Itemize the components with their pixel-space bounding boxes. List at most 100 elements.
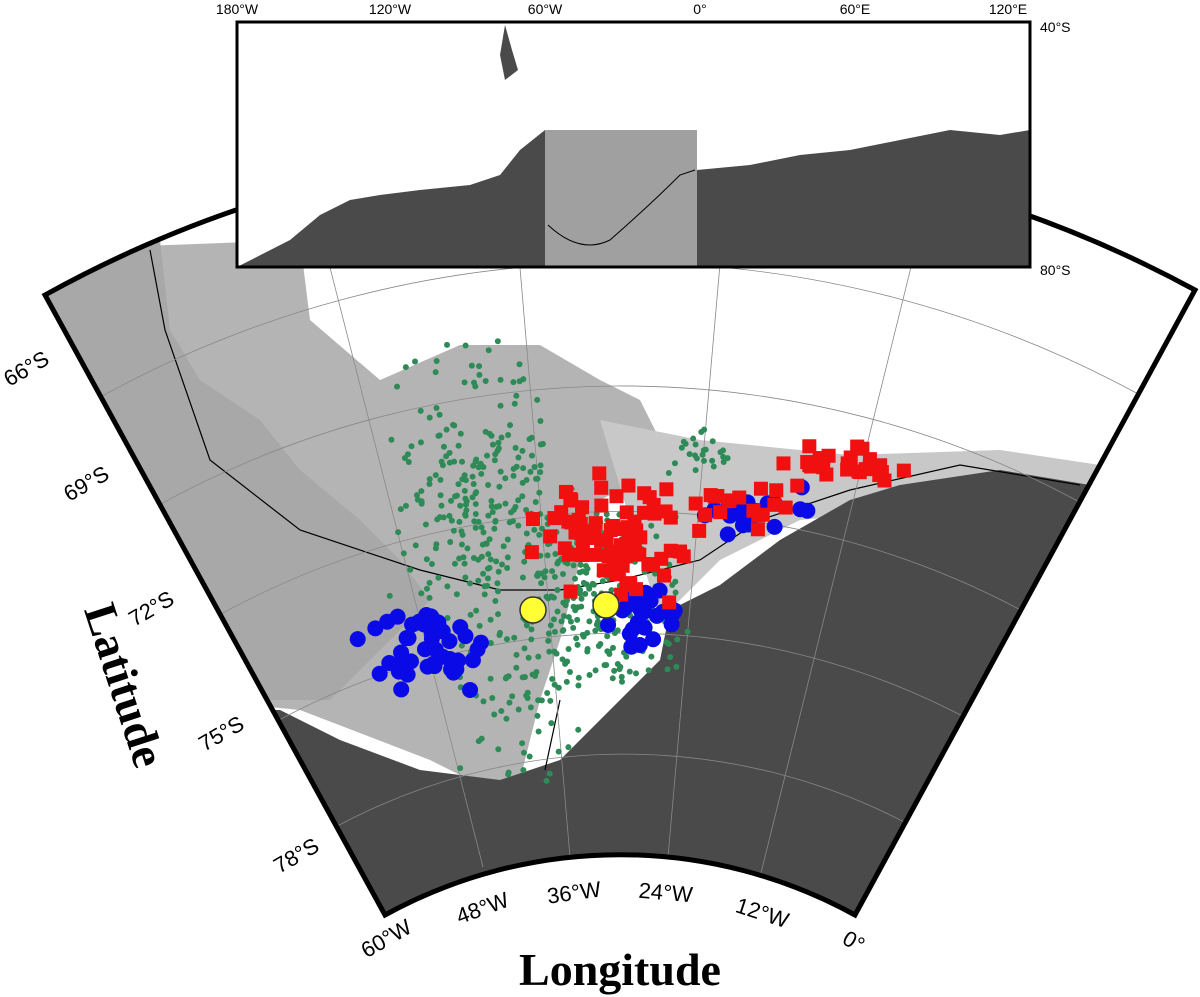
green-dot [451, 560, 458, 567]
green-dot [586, 671, 593, 678]
green-dot [498, 707, 505, 714]
green-dot [464, 545, 471, 552]
green-dot [520, 767, 527, 774]
green-dot [562, 602, 569, 609]
green-dot [551, 628, 558, 635]
green-dot [583, 562, 590, 569]
lon-label: 12°W [733, 893, 792, 934]
red-square [586, 528, 601, 543]
green-dot [535, 728, 542, 735]
green-dot [528, 452, 535, 459]
green-dot [447, 538, 454, 545]
red-square [688, 496, 703, 511]
blue-dot [663, 616, 680, 633]
green-dot [493, 558, 500, 565]
green-dot [408, 443, 415, 450]
red-square [606, 518, 621, 533]
green-dot [472, 501, 479, 508]
green-dot [470, 480, 477, 487]
green-dot [565, 645, 572, 652]
green-dot [479, 541, 486, 548]
green-dot [388, 436, 395, 443]
blue-dot [426, 658, 443, 675]
green-dot [480, 570, 487, 577]
green-dot [513, 651, 520, 658]
green-dot [547, 622, 554, 629]
green-dot [496, 503, 503, 510]
green-dot [439, 462, 446, 469]
green-dot [515, 522, 522, 529]
green-dot [460, 554, 467, 561]
green-dot [492, 598, 499, 605]
green-dot [537, 469, 544, 476]
green-dot [551, 681, 558, 688]
green-dot [576, 588, 583, 595]
green-dot [478, 553, 485, 560]
green-dot [665, 641, 672, 648]
green-dot [584, 646, 591, 653]
green-dot [510, 465, 517, 472]
green-dot [566, 668, 573, 675]
green-dot [582, 590, 589, 597]
green-dot [543, 777, 550, 784]
red-square [800, 455, 815, 470]
green-dot [667, 653, 674, 660]
red-square [543, 529, 558, 544]
blue-dot [416, 641, 433, 658]
green-dot [497, 376, 504, 383]
green-dot [488, 503, 495, 510]
green-dot [700, 457, 707, 464]
red-square [594, 480, 609, 495]
green-dot [484, 575, 491, 582]
green-dot [592, 627, 599, 634]
blue-dot [621, 625, 638, 642]
observations [349, 338, 911, 784]
inset-land [237, 130, 545, 267]
green-dot [555, 748, 562, 755]
blue-dot [642, 592, 659, 609]
green-dot [575, 726, 582, 733]
green-dot [565, 744, 572, 751]
green-dot [418, 488, 425, 495]
green-dot [554, 560, 561, 567]
green-dot [438, 502, 445, 509]
red-square [698, 508, 713, 523]
lat-label: 66°S [0, 346, 53, 392]
blue-dot [423, 625, 440, 642]
green-dot [426, 594, 433, 601]
green-dot [537, 462, 544, 469]
red-square [755, 507, 770, 522]
red-square [563, 584, 578, 599]
green-dot [548, 720, 555, 727]
green-dot [489, 694, 496, 701]
red-square [896, 463, 911, 478]
green-dot [450, 421, 457, 428]
blue-dot [400, 630, 417, 647]
green-dot [560, 613, 567, 620]
red-square [609, 489, 624, 504]
red-square [619, 505, 634, 520]
green-dot [495, 611, 502, 618]
green-dot [558, 618, 565, 625]
green-dot [457, 502, 464, 509]
green-dot [565, 614, 572, 621]
blue-dot [403, 616, 420, 633]
green-dot [592, 667, 599, 674]
green-dot [534, 396, 541, 403]
green-dot [515, 454, 522, 461]
green-dot [451, 458, 458, 465]
green-dot [611, 667, 618, 674]
red-square [524, 545, 539, 560]
green-dot [486, 536, 493, 543]
green-dot [440, 443, 447, 450]
green-dot [457, 765, 464, 772]
green-dot [563, 597, 570, 604]
green-dot [572, 607, 579, 614]
green-dot [459, 531, 466, 538]
green-dot [573, 635, 580, 642]
green-dot [523, 476, 530, 483]
green-dot [515, 706, 522, 713]
inset-contour [547, 169, 696, 246]
green-dot [583, 569, 590, 576]
